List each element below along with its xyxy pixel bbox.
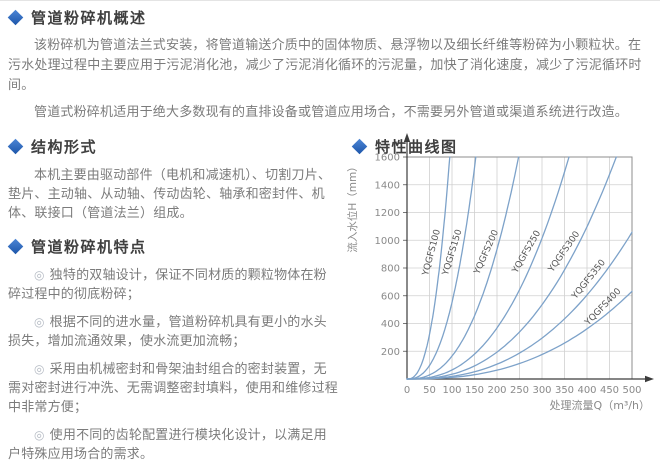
feature-item-text: 根据不同的进水量，管道粉碎机具有更小的水头损失，增加流通效果，使水流更加流畅； [8,315,327,349]
curve-YQGFS200 [406,156,520,380]
curves-heading: 特性曲线图 [351,136,652,157]
y-tick-label: 1200 [375,208,400,219]
ring-bullet-icon: ◎ [34,315,45,329]
x-axis-label: 处理流量Q（m³/h） [550,398,650,412]
overview-paragraph: 该粉碎机为管道法兰式安装，将管道输送介质中的固体物质、悬浮物以及细长纤维等粉碎为… [8,38,642,93]
overview-title: 管道粉碎机概述 [31,9,147,27]
x-tick-label: 150 [465,385,484,396]
feature-item: ◎ 独特的双轴设计，保证不同材质的颗粒物体在粉碎过程中的彻底粉碎； [8,266,338,304]
curve-YQGFS350 [406,231,633,380]
x-tick-label: 400 [577,385,596,396]
curve-YQGFS150 [406,156,477,380]
curves-title: 特性曲线图 [375,138,458,156]
ring-bullet-icon: ◎ [34,362,45,376]
x-tick-label: 100 [442,385,461,396]
y-tick-label: 1000 [375,236,400,247]
y-axis-arrow [403,133,411,142]
y-tick-label: 1400 [375,180,400,191]
y-tick-label: 600 [381,291,400,302]
structure-title: 结构形式 [31,138,98,156]
feature-item-text: 独特的双轴设计，保证不同材质的颗粒物体在粉碎过程中的彻底粉碎； [8,268,327,302]
features-heading: 管道粉碎机特点 [7,236,338,257]
y-tick-label: 400 [381,319,400,330]
curve-YQGFS250 [406,156,570,380]
x-tick-label: 300 [532,385,551,396]
x-tick-label: 0 [404,385,410,396]
y-tick-label: 800 [381,264,400,275]
features-title: 管道粉碎机特点 [31,238,147,256]
y-axis-label: 流入水位H（mm） [346,161,359,252]
curve-YQGFS100 [406,156,451,380]
x-tick-label: 450 [600,385,619,396]
diamond-icon [7,9,24,26]
feature-item-text: 采用由机械密封和骨架油封组合的密封装置，无需对密封进行冲洗、无需调整密封填料，使… [8,362,339,415]
x-tick-label: 500 [622,385,641,396]
x-tick-label: 350 [555,385,574,396]
overview-section: 管道粉碎机概述 该粉碎机为管道法兰式安装，将管道输送介质中的固体物质、悬浮物以及… [7,7,652,123]
ring-bullet-icon: ◎ [34,428,45,442]
feature-item: ◎ 使用不同的齿轮配置进行模块化设计，以满足用户特殊应用场合的需求。 [8,426,338,464]
curve-label-YQGFS150: YQGFS150 [441,228,465,278]
x-tick-label: 250 [510,385,529,396]
diamond-icon [7,138,24,155]
left-column: 结构形式 本机主要由驱动部件（电机和减速机）、切割刀片、垫片、主动轴、从动轴、传… [7,136,344,464]
x-axis-arrow [645,375,654,383]
feature-item-text: 使用不同的齿轮配置进行模块化设计，以满足用户特殊应用场合的需求。 [8,428,327,462]
curve-YQGFS300 [406,156,617,380]
right-column: 特性曲线图 [344,136,652,464]
curve-YQGFS400 [406,290,633,380]
x-tick-label: 50 [423,385,436,396]
feature-item: ◎ 根据不同的进水量，管道粉碎机具有更小的水头损失，增加流通效果，使水流更加流畅； [8,313,338,351]
overview-heading: 管道粉碎机概述 [7,7,652,28]
y-tick-label: 1600 [375,153,400,164]
curve-label-YQGFS250: YQGFS250 [510,229,543,276]
structure-paragraph: 本机主要由驱动部件（电机和减速机）、切割刀片、垫片、主动轴、从动轴、传动齿轮、轴… [8,168,332,221]
feature-item: ◎ 采用由机械密封和骨架油封组合的密封装置，无需对密封进行冲洗、无需调整密封填料，… [8,360,338,417]
diamond-icon [7,238,24,255]
structure-heading: 结构形式 [7,136,338,157]
ring-bullet-icon: ◎ [34,268,45,282]
y-tick-label: 200 [381,347,400,358]
overview-paragraph: 管道式粉碎机适用于绝大多数现有的直排设备或管道应用场合，不需要另外管道或渠道系统… [34,105,629,120]
x-tick-label: 200 [487,385,506,396]
